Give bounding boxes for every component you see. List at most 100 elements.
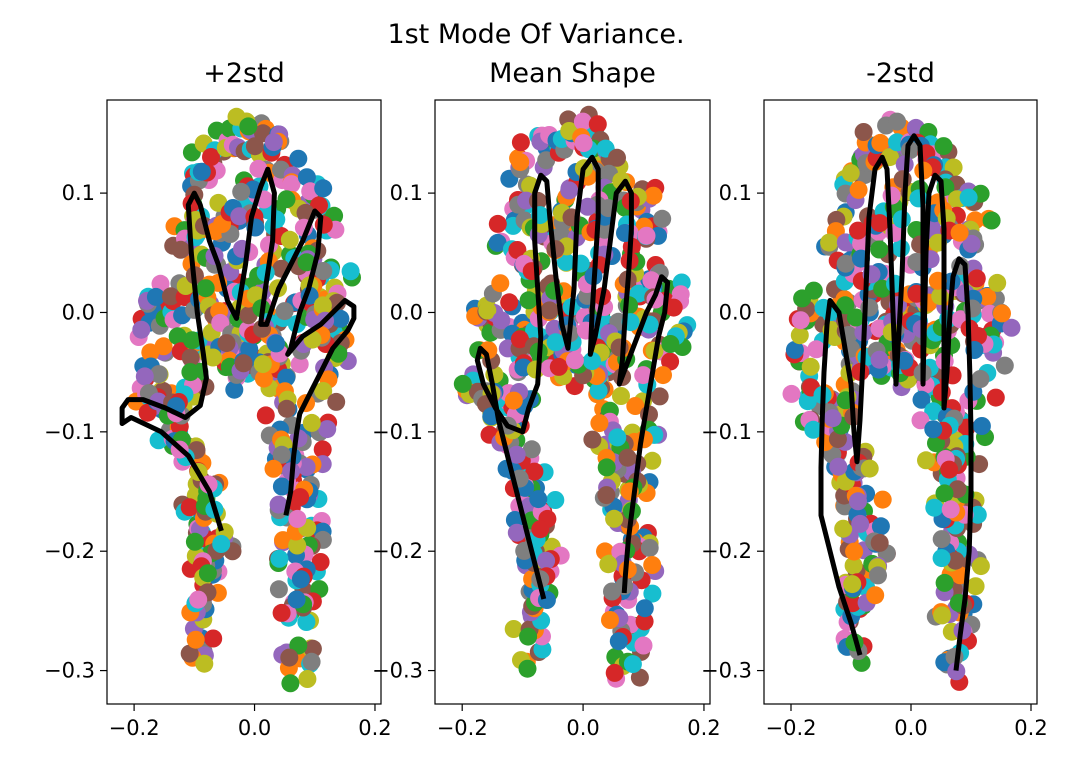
- scatter-point: [185, 532, 204, 551]
- scatter-point: [590, 414, 609, 433]
- mode-shape-line: [474, 154, 671, 600]
- scatter-point: [608, 148, 626, 167]
- scatter-point: [297, 613, 316, 631]
- scatter-point: [935, 484, 954, 503]
- scatter-point: [189, 590, 208, 609]
- scatter-point: [181, 363, 200, 382]
- scatter-point: [282, 175, 301, 194]
- scatter-point: [807, 340, 826, 359]
- axes-frame: [763, 99, 1038, 705]
- scatter-point: [986, 388, 1005, 407]
- y-tick-label: −0.2: [44, 539, 95, 563]
- scatter-point: [871, 133, 890, 152]
- scatter-point: [202, 148, 220, 166]
- scatter-point: [574, 134, 593, 153]
- scatter-point: [849, 221, 867, 240]
- scatter-point: [277, 368, 296, 387]
- x-tick-label: −0.2: [766, 716, 817, 740]
- figure-suptitle: 1st Mode Of Variance.: [387, 19, 685, 50]
- scatter-point: [612, 387, 630, 405]
- scatter-point: [882, 186, 901, 205]
- scatter-point: [642, 271, 661, 290]
- scatter-point: [841, 164, 860, 183]
- scatter-point: [180, 644, 199, 663]
- scatter-point: [583, 430, 602, 449]
- scatter-point: [303, 639, 322, 658]
- scatter-point: [212, 535, 231, 553]
- scatter-point: [291, 570, 310, 589]
- scatter-point: [661, 335, 680, 353]
- scatter-point: [183, 331, 202, 350]
- scatter-point: [280, 230, 299, 249]
- y-tick-label: −0.3: [701, 659, 752, 683]
- scatter-point: [959, 188, 978, 207]
- scatter-point: [790, 326, 809, 345]
- scatter-point: [798, 392, 817, 411]
- scatter-point: [578, 197, 597, 216]
- scatter-point: [834, 519, 853, 538]
- scatter-point: [225, 380, 244, 399]
- x-tick-label: −0.2: [109, 716, 160, 740]
- scatter-point: [1002, 318, 1021, 337]
- scatter-point: [230, 207, 249, 226]
- y-tick-label: 0.0: [62, 300, 95, 324]
- scatter-point: [605, 509, 624, 528]
- scatter-point: [893, 170, 912, 189]
- scatter-point: [488, 233, 507, 252]
- scatter-point: [508, 241, 527, 259]
- scatter-point: [298, 670, 317, 688]
- scatter-point: [870, 533, 889, 552]
- y-tick-label: 0.0: [719, 300, 752, 324]
- scatter-point: [935, 573, 954, 592]
- scatter-point: [272, 445, 291, 464]
- scatter-point: [854, 123, 873, 141]
- scatter-point: [453, 374, 472, 393]
- scatter-point: [204, 629, 223, 648]
- scatter-point: [971, 370, 990, 388]
- scatter-point: [634, 366, 653, 385]
- scatter-point: [967, 269, 986, 288]
- mode-shape-line: [818, 133, 974, 671]
- scatter-point: [860, 459, 879, 478]
- scatter-point: [546, 491, 565, 509]
- scatter-point: [492, 311, 511, 330]
- scatter-point: [288, 509, 307, 528]
- scatter-point: [934, 137, 953, 156]
- scatter-point: [635, 599, 654, 618]
- scatter-point: [290, 355, 309, 374]
- subplot-title: +2std: [203, 58, 285, 89]
- scatter-point: [851, 514, 870, 533]
- scatter-point: [888, 112, 906, 131]
- scatter-point: [288, 536, 307, 555]
- scatter-point: [272, 603, 291, 622]
- scatter-point: [478, 301, 497, 320]
- scatter-point: [281, 674, 300, 693]
- scatter-point: [171, 240, 190, 259]
- scatter-point: [640, 538, 659, 557]
- y-tick-label: 0.1: [390, 181, 423, 205]
- x-tick-label: 0.2: [1014, 716, 1047, 740]
- scatter-point: [933, 606, 952, 625]
- scatter-point: [917, 451, 935, 470]
- scatter-point: [149, 365, 168, 384]
- scatter-point: [327, 392, 346, 411]
- scatter-point: [603, 582, 621, 601]
- scatter-point: [573, 112, 592, 131]
- scatter-point: [491, 274, 510, 293]
- scatter-point: [270, 549, 289, 568]
- landmark-scatter: [782, 110, 1021, 691]
- scatter-point: [196, 279, 215, 298]
- scatter-point: [297, 168, 316, 187]
- scatter-point: [168, 327, 187, 346]
- scatter-point: [866, 586, 885, 605]
- scatter-point: [186, 630, 205, 649]
- scatter-point: [239, 117, 258, 136]
- scatter-point: [925, 498, 944, 517]
- scatter-point: [254, 369, 273, 388]
- scatter-point: [599, 555, 618, 574]
- scatter-point: [519, 291, 538, 310]
- scatter-point: [135, 367, 154, 386]
- scatter-point: [232, 182, 251, 201]
- y-tick-label: −0.1: [372, 420, 423, 444]
